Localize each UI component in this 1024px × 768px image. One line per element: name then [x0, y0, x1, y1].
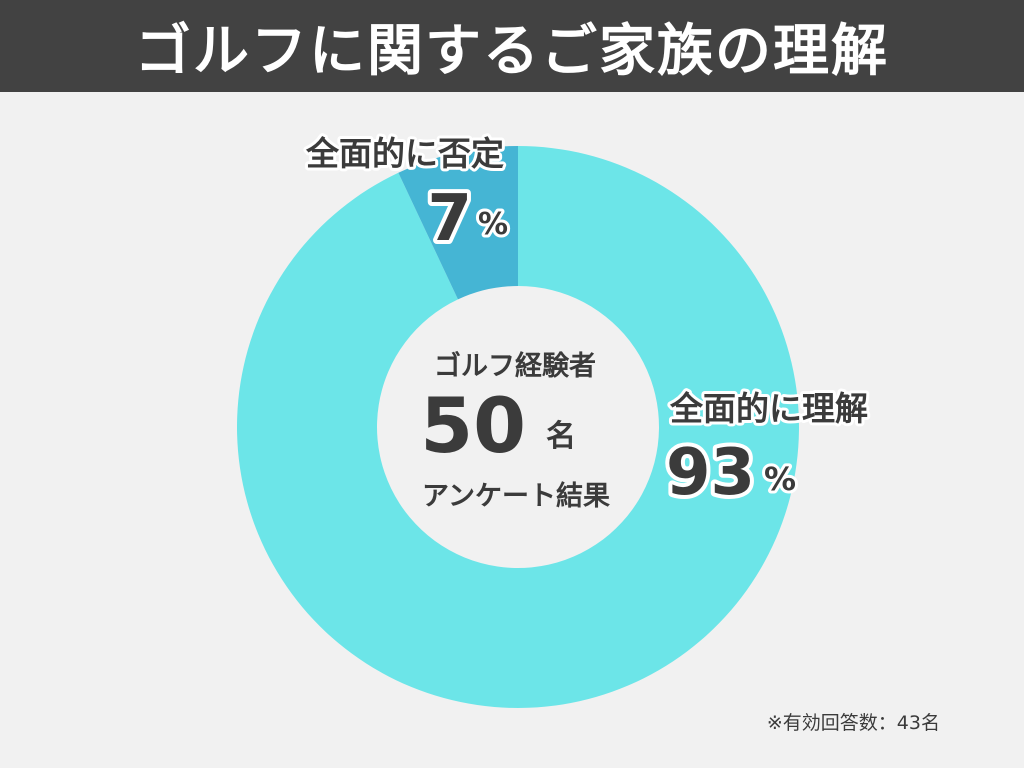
- slice-value-deny: 7: [427, 182, 472, 256]
- chart-title: ゴルフに関するご家族の理解: [135, 18, 889, 84]
- slice-unit-deny: %: [478, 207, 508, 242]
- slice-label-understand: 全面的に理解: [669, 389, 868, 428]
- slice-value-understand: 93: [666, 436, 755, 510]
- slice-unit-understand: %: [764, 460, 796, 498]
- center-line1: ゴルフ経験者: [434, 350, 596, 382]
- slice-label-deny: 全面的に否定: [305, 134, 504, 173]
- center-line3: アンケート結果: [422, 480, 610, 512]
- donut-slices: [236, 146, 799, 709]
- donut-slice-0: [236, 146, 799, 709]
- title-bar: ゴルフに関するご家族の理解: [0, 0, 1024, 92]
- donut-slice-1: [398, 146, 518, 300]
- center-number: 50: [420, 381, 526, 470]
- center-unit: 名: [546, 419, 576, 454]
- note-valid-responses: ※有効回答数：43名: [766, 712, 940, 734]
